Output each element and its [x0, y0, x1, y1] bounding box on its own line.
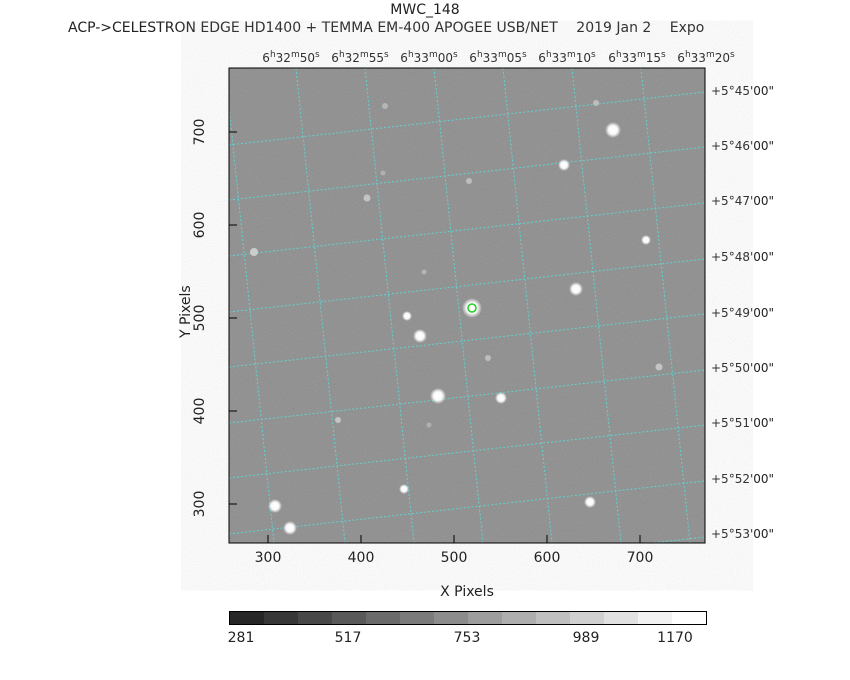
- target-marker: [467, 303, 477, 313]
- colorbar-tick-label: 517: [334, 630, 362, 646]
- star: [430, 388, 446, 404]
- ra-grid-line: [229, 101, 275, 543]
- ra-label: 6h32m50s: [262, 50, 320, 65]
- faint-star: [593, 100, 599, 106]
- x-axis-label-text: X Pixels: [440, 584, 494, 600]
- stars: [250, 100, 663, 535]
- wcs-grid: [229, 68, 705, 543]
- dec-label: +5°52'00": [711, 472, 775, 486]
- colorbar-step: [400, 612, 434, 624]
- subtitle-instrument: ACP->CELESTRON EDGE HD1400 + TEMMA EM-40…: [68, 20, 558, 36]
- ra-label: 6h33m00s: [400, 50, 458, 65]
- image-subtitle: ACP->CELESTRON EDGE HD1400 + TEMMA EM-40…: [68, 20, 718, 36]
- faint-star: [466, 178, 472, 184]
- colorbar-tick-label: 1170: [657, 630, 693, 646]
- colorbar-step: [468, 612, 502, 624]
- star: [569, 282, 583, 296]
- colorbar-step: [638, 612, 672, 624]
- faint-star: [421, 269, 427, 275]
- ra-grid-line: [433, 68, 484, 543]
- ra-grid-line: [502, 68, 553, 543]
- colorbar-step: [536, 612, 570, 624]
- faint-star: [655, 363, 663, 371]
- x-tick-label: 500: [440, 550, 468, 566]
- y-tick-label: 300: [192, 490, 208, 518]
- dec-label: +5°45'00": [711, 84, 775, 98]
- faint-star: [382, 103, 388, 109]
- star: [268, 499, 282, 513]
- plot-frame: [228, 67, 706, 544]
- star: [413, 329, 427, 343]
- colorbar-step: [264, 612, 298, 624]
- dec-label: +5°49'00": [711, 306, 775, 320]
- ra-label: 6h33m05s: [469, 50, 527, 65]
- colorbar-step: [672, 612, 706, 624]
- colorbar-tick-label: 281: [227, 630, 255, 646]
- ra-grid-line: [571, 68, 622, 543]
- faint-star: [250, 248, 258, 256]
- colorbar-step: [604, 612, 638, 624]
- star: [283, 521, 297, 535]
- star: [495, 392, 507, 404]
- x-tick-label: 400: [347, 550, 375, 566]
- ra-label: 6h32m55s: [331, 50, 389, 65]
- ra-grid-line: [295, 68, 346, 543]
- faint-star: [363, 194, 371, 202]
- dec-label: +5°48'00": [711, 250, 775, 264]
- star: [558, 159, 570, 171]
- star: [399, 484, 409, 494]
- star: [462, 298, 482, 318]
- y-tick-label: 700: [192, 118, 208, 146]
- y-tick-marks: [229, 131, 237, 505]
- colorbar-step: [332, 612, 366, 624]
- colorbar-step: [434, 612, 468, 624]
- dec-label: +5°46'00": [711, 139, 775, 153]
- y-axis-label: Y Pixels: [178, 285, 194, 338]
- colorbar-step: [230, 612, 264, 624]
- faint-star: [335, 417, 341, 423]
- ra-label: 6h33m20s: [677, 50, 735, 65]
- star: [584, 496, 596, 508]
- colorbar-step: [502, 612, 536, 624]
- x-tick-label: 700: [626, 550, 654, 566]
- x-tick-marks: [267, 535, 641, 543]
- colorbar-step: [366, 612, 400, 624]
- ra-label: 6h33m15s: [608, 50, 666, 65]
- dec-label: +5°50'00": [711, 361, 775, 375]
- star: [402, 311, 412, 321]
- image-title: MWC_148: [390, 2, 460, 18]
- dec-label: +5°51'00": [711, 416, 775, 430]
- ra-labels: 6h32m50s 6h32m55s 6h33m00s 6h33m05s 6h33…: [0, 50, 850, 66]
- colorbar-step: [570, 612, 604, 624]
- faint-star: [426, 422, 432, 428]
- faint-star: [380, 170, 386, 176]
- colorbar-tick-label: 753: [453, 630, 481, 646]
- star: [641, 235, 651, 245]
- x-tick-label: 600: [533, 550, 561, 566]
- ra-grid-line: [640, 68, 691, 543]
- y-tick-label: 500: [192, 304, 208, 332]
- colorbar-tick-label: 989: [572, 630, 600, 646]
- y-tick-label: 600: [192, 211, 208, 239]
- ra-label: 6h33m10s: [538, 50, 596, 65]
- dec-label: +5°47'00": [711, 194, 775, 208]
- dec-label: +5°53'00": [711, 527, 775, 541]
- y-tick-label: 400: [192, 397, 208, 425]
- x-axis-label: X Pixels: [0, 584, 850, 600]
- faint-star: [485, 355, 491, 361]
- subtitle-date: 2019 Jan 2: [576, 20, 652, 36]
- subtitle-exposure: Expo: [669, 20, 705, 36]
- ra-grid-line: [364, 68, 415, 543]
- colorbar: [229, 611, 707, 625]
- colorbar-step: [298, 612, 332, 624]
- star: [605, 122, 621, 138]
- x-tick-label: 300: [254, 550, 282, 566]
